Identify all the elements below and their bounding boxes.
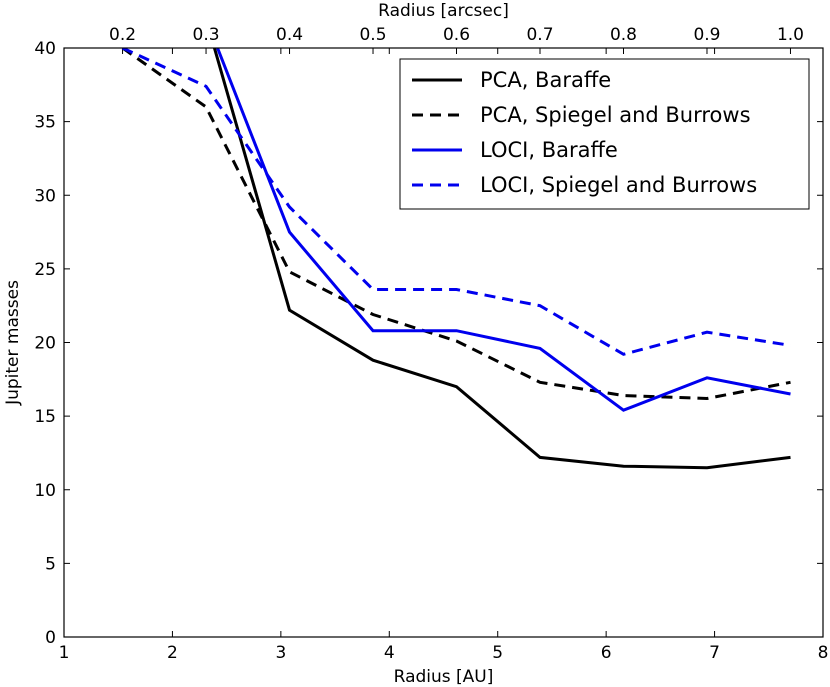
top-tick-label: 0.7	[526, 25, 553, 45]
legend-label: LOCI, Baraffe	[480, 138, 618, 162]
y-axis-label: Jupiter masses	[3, 280, 23, 406]
x-tick-label: 6	[601, 643, 612, 663]
x-tick-label: 5	[492, 643, 503, 663]
y-tick-label: 0	[45, 628, 56, 648]
legend-box	[399, 58, 810, 210]
y-tick-label: 25	[34, 260, 56, 280]
top-tick-label: 1.0	[777, 25, 804, 45]
top-tick-label: 0.3	[193, 25, 220, 45]
legend-label: PCA, Spiegel and Burrows	[480, 103, 751, 127]
y-tick-label: 15	[34, 407, 56, 427]
top-tick-label: 0.2	[109, 25, 136, 45]
series-line-2	[121, 48, 791, 401]
top-tick-label: 0.5	[359, 25, 386, 45]
plot-frame	[63, 47, 824, 638]
x-axis-label: Radius [AU]	[394, 667, 494, 687]
series-line-1	[212, 48, 791, 470]
series-line-3	[215, 48, 791, 412]
y-tick-label: 35	[34, 113, 56, 133]
legend: PCA, Baraffe PCA, Spiegel and Burrows LOCI…	[399, 58, 810, 210]
top-tick-label: 0.8	[610, 25, 637, 45]
legend-label: LOCI, Spiegel and Burrows	[480, 173, 757, 197]
y-tick-label: 5	[45, 554, 56, 574]
x-tick-label: 7	[709, 643, 720, 663]
series-line-4	[121, 48, 791, 356]
x-tick-label: 1	[59, 643, 70, 663]
x-tick-label: 2	[167, 643, 178, 663]
y-tick-label: 30	[34, 186, 56, 206]
x-tick-label: 3	[275, 643, 286, 663]
top-x-axis-label: Radius [arcsec]	[378, 1, 509, 21]
top-tick-label: 0.6	[443, 25, 470, 45]
x-tick-label: 4	[384, 643, 395, 663]
y-tick-label: 20	[34, 334, 56, 354]
y-tick-label: 40	[34, 39, 56, 59]
top-tick-label: 0.4	[276, 25, 303, 45]
x-tick-label: 8	[818, 643, 829, 663]
top-tick-label: 0.9	[693, 25, 720, 45]
y-tick-label: 10	[34, 481, 56, 501]
legend-label: PCA, Baraffe	[480, 68, 611, 92]
